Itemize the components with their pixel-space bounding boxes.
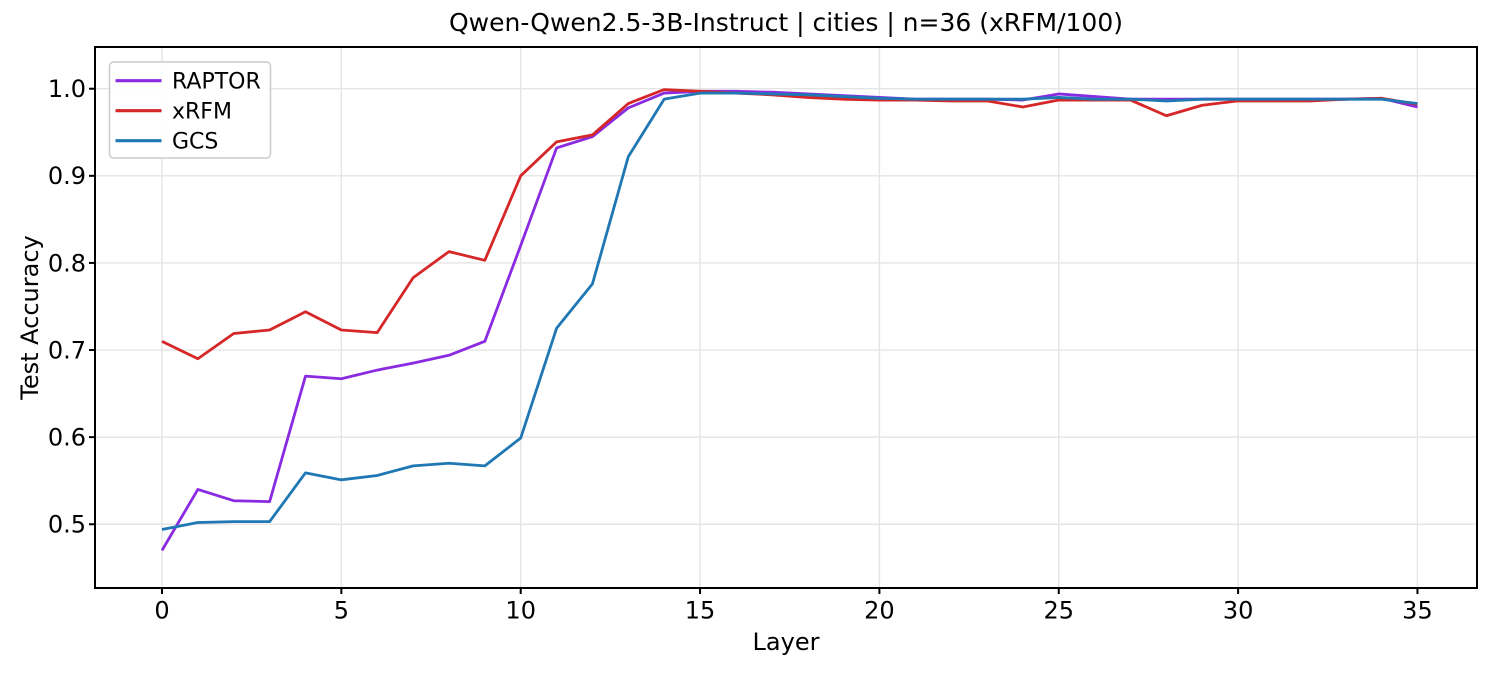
y-tick-label: 1.0 — [48, 75, 86, 103]
y-axis-label: Test Accuracy — [16, 235, 44, 400]
legend-label-xrfm: xRFM — [172, 99, 232, 124]
legend-box — [108, 61, 272, 159]
legend-label-raptor: RAPTOR — [172, 69, 261, 94]
x-tick-label: 5 — [334, 597, 349, 625]
x-tick-label: 15 — [685, 597, 716, 625]
tick-layer: 0 5 10 15 20 25 30 35 0.5 0.6 0.7 0.8 0.9 1.0 — [48, 75, 1433, 624]
x-tick-label: 10 — [505, 597, 536, 625]
x-tick-label: 20 — [864, 597, 895, 625]
series-line-gcs — [161, 91, 1418, 531]
y-tick-label: 0.5 — [48, 511, 86, 539]
y-tick-label: 0.6 — [48, 424, 86, 452]
series-lines — [160, 88, 1418, 552]
series-line-xrfm — [161, 88, 1418, 361]
x-tick-label: 0 — [154, 597, 169, 625]
chart-title: Qwen-Qwen2.5-3B-Instruct | cities | n=36… — [449, 8, 1123, 37]
y-tick-label: 0.9 — [48, 162, 86, 190]
legend: RAPTOR xRFM GCS — [108, 61, 272, 159]
legend-label-gcs: GCS — [172, 129, 218, 154]
grid-layer — [95, 47, 1477, 588]
plot-border — [94, 46, 1478, 589]
x-axis-label: Layer — [753, 628, 820, 656]
y-tick-label: 0.7 — [48, 336, 86, 364]
x-tick-label: 35 — [1402, 597, 1433, 625]
x-tick-label: 30 — [1223, 597, 1254, 625]
y-tick-label: 0.8 — [48, 249, 86, 277]
x-tick-label: 25 — [1043, 597, 1074, 625]
series-line-raptor — [160, 89, 1418, 552]
